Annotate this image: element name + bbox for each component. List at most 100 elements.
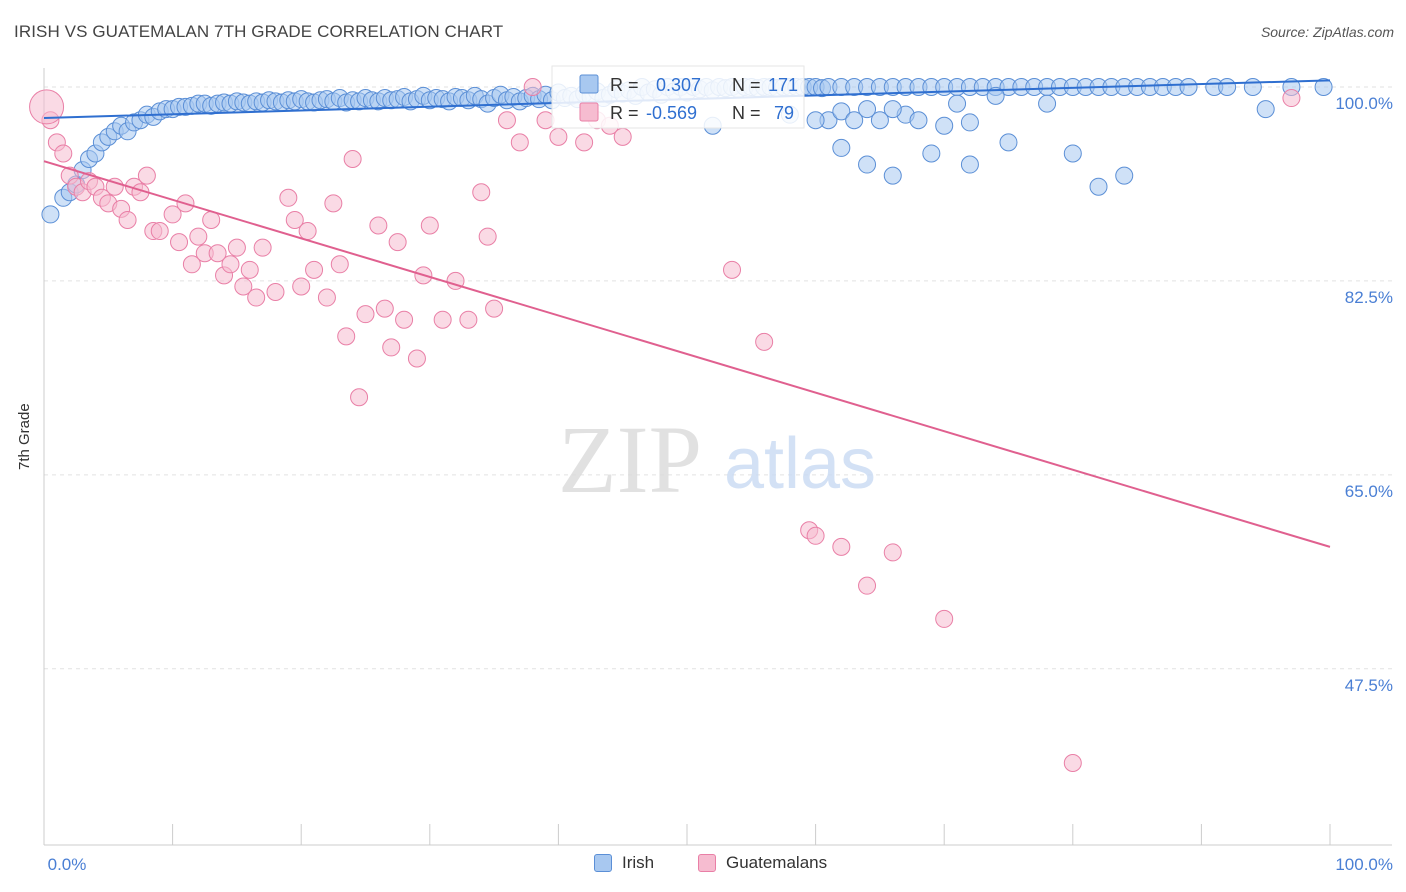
guatemalan-points: [29, 77, 1301, 772]
guatemalan-point: [369, 216, 388, 235]
irish-point: [960, 113, 979, 132]
guatemalan-point: [356, 305, 375, 324]
legend-irish-r-label: R =: [610, 75, 639, 95]
irish-point: [858, 155, 877, 174]
watermark-atlas: atlas: [724, 424, 876, 504]
irish-point: [1038, 94, 1057, 113]
guatemalan-point: [221, 255, 240, 274]
guatemalan-point: [208, 244, 227, 263]
guatemalan-point: [350, 388, 369, 407]
guatemalan-point: [549, 127, 568, 146]
y-tick-label: 82.5%: [1345, 288, 1393, 307]
legend-irish-n-value: 171: [768, 75, 798, 95]
guatemalan-point: [523, 77, 542, 96]
bottom-legend: Irish Guatemalans: [0, 853, 1406, 877]
guatemalan-point: [755, 332, 774, 351]
top-legend: R = 0.307 N = 171 R = -0.569 N = 79: [551, 65, 805, 129]
guatemalan-point: [935, 609, 954, 628]
guatemalan-point: [182, 255, 201, 274]
irish-point: [858, 100, 877, 119]
irish-point: [41, 205, 60, 224]
irish-point: [909, 111, 928, 130]
irish-point: [935, 116, 954, 135]
irish-swatch: [594, 854, 612, 872]
guatemalan-point: [1282, 89, 1301, 108]
irish-point: [1243, 77, 1262, 96]
guatemalan-point: [433, 310, 452, 329]
x-tick-label-max: 100.0%: [1335, 855, 1393, 874]
guatemalan-point: [485, 299, 504, 318]
gridlines: [44, 86, 1392, 670]
irish-point: [960, 155, 979, 174]
guatemalan-point: [472, 183, 491, 202]
guatemalan-point: [189, 227, 208, 246]
guatemalan-point: [613, 127, 632, 146]
guatemalan-point: [510, 133, 529, 152]
legend-guat-n-label: N =: [732, 103, 761, 123]
guatemalan-trend-line: [43, 160, 1331, 548]
guatemalan-point: [343, 150, 362, 169]
guatemalan-point: [478, 227, 497, 246]
irish-point: [883, 100, 902, 119]
irish-point: [806, 111, 825, 130]
guatemalan-point: [163, 205, 182, 224]
guatemalan-point: [317, 288, 336, 307]
y-tick-label: 47.5%: [1345, 676, 1393, 695]
guatemalan-point: [337, 327, 356, 346]
guatemalan-point: [375, 299, 394, 318]
irish-point: [986, 86, 1005, 105]
guatemalan-point: [118, 210, 137, 229]
x-tick-labels: 0.0% 100.0%: [48, 855, 1393, 874]
irish-point: [922, 144, 941, 163]
irish-point: [1179, 77, 1198, 96]
legend-irish-label: Irish: [622, 853, 655, 872]
legend-irish-n-label: N =: [732, 75, 761, 95]
guatemalan-point: [806, 526, 825, 545]
guatemalan-point: [234, 277, 253, 296]
guatemalan-point: [575, 133, 594, 152]
irish-point: [832, 102, 851, 121]
irish-point: [1089, 177, 1108, 196]
guatemalan-point: [459, 310, 478, 329]
legend-guat-n-value: 79: [774, 103, 794, 123]
guatemalan-point: [536, 111, 555, 130]
irish-point: [1063, 144, 1082, 163]
chart-title: IRISH VS GUATEMALAN 7TH GRADE CORRELATIO…: [14, 22, 504, 41]
guatemalan-point: [292, 277, 311, 296]
guatemalan-point: [247, 288, 266, 307]
irish-point: [1256, 100, 1275, 119]
guatemalan-point: [420, 216, 439, 235]
guatemalan-point: [170, 233, 189, 252]
guatemalan-point: [266, 282, 285, 301]
legend-item-guatemalans[interactable]: Guatemalans: [698, 853, 827, 873]
guatemalan-point: [137, 166, 156, 185]
guatemalan-point: [388, 233, 407, 252]
y-axis-label: 7th Grade: [16, 403, 33, 470]
guatemalans-swatch: [698, 854, 716, 872]
guatemalan-point: [1063, 753, 1082, 772]
irish-point: [832, 138, 851, 157]
irish-point: [845, 111, 864, 130]
guatemalan-point: [382, 338, 401, 357]
legend-guat-r-value: -0.569: [646, 103, 697, 123]
irish-point: [883, 166, 902, 185]
irish-point: [999, 133, 1018, 152]
legend-irish-r-value: 0.307: [656, 75, 701, 95]
legend-item-irish[interactable]: Irish: [594, 853, 654, 873]
irish-point: [948, 94, 967, 113]
guatemalan-point: [54, 144, 73, 163]
guatemalan-point: [497, 111, 516, 130]
legend-guat-swatch: [579, 102, 599, 122]
irish-point: [1218, 77, 1237, 96]
guatemalan-point: [105, 177, 124, 196]
guatemalan-point: [883, 543, 902, 562]
legend-guatemalans-label: Guatemalans: [726, 853, 828, 872]
guatemalan-point: [832, 537, 851, 556]
irish-point: [1314, 77, 1333, 96]
legend-guat-r-label: R =: [610, 103, 639, 123]
legend-irish-swatch: [579, 74, 599, 94]
irish-point: [870, 111, 889, 130]
guatemalan-point: [324, 194, 343, 213]
y-tick-label: 100.0%: [1335, 94, 1393, 113]
guatemalan-point: [227, 238, 246, 257]
